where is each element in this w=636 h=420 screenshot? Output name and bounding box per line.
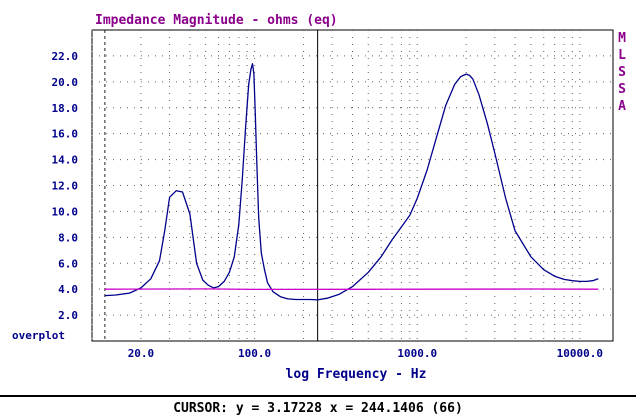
y-tick-label: 4.0 [58, 283, 78, 296]
overplot-label: overplot [12, 329, 65, 342]
y-tick-label: 14.0 [52, 154, 79, 167]
side-letter: L [618, 48, 626, 63]
y-tick-label: 16.0 [52, 128, 79, 141]
series-line-2 [104, 288, 599, 291]
x-tick-label: 10000.0 [557, 347, 603, 360]
x-tick-label: 100.0 [238, 347, 271, 360]
series-line-1 [104, 63, 599, 301]
x-tick-labels: 20.0 100.0 1000.0 10000.0 [128, 347, 603, 360]
y-tick-label: 10.0 [52, 205, 79, 218]
side-letter: S [618, 65, 626, 80]
cursor-status-bar: CURSOR: y = 3.17228 x = 244.1406 (66) [0, 395, 636, 419]
series-layer [104, 63, 599, 301]
plot-frame [91, 29, 614, 342]
side-letter: S [618, 82, 626, 97]
y-tick-label: 22.0 [52, 50, 79, 63]
y-tick-label: 6.0 [58, 257, 78, 270]
chart-title: Impedance Magnitude - ohms (eq) [95, 13, 338, 28]
y-tick-label: 2.0 [58, 309, 78, 322]
y-tick-label: 20.0 [52, 76, 79, 89]
side-letter: M [618, 31, 626, 46]
side-letter: A [618, 99, 626, 114]
grid-layer [91, 30, 613, 341]
y-tick-label: 12.0 [52, 180, 79, 193]
cursor-readout: CURSOR: y = 3.17228 x = 244.1406 (66) [173, 401, 463, 416]
x-axis-label: log Frequency - Hz [286, 367, 427, 382]
y-tick-label: 8.0 [58, 231, 78, 244]
x-tick-label: 1000.0 [397, 347, 437, 360]
y-tick-labels: 22.0 20.0 18.0 16.0 14.0 12.0 10.0 8.0 6.0 4.0 2.0 [52, 50, 79, 322]
y-tick-label: 18.0 [52, 102, 79, 115]
x-tick-label: 20.0 [128, 347, 155, 360]
